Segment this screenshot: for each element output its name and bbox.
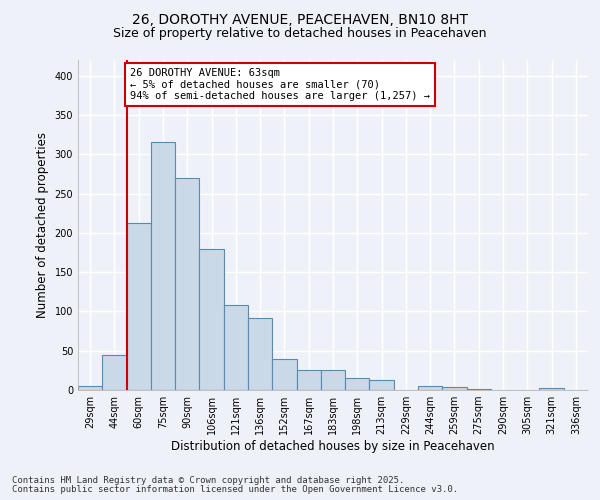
- Bar: [151, 142, 175, 390]
- Text: 26, DOROTHY AVENUE, PEACEHAVEN, BN10 8HT: 26, DOROTHY AVENUE, PEACEHAVEN, BN10 8HT: [132, 12, 468, 26]
- Bar: [418, 386, 442, 390]
- Bar: [224, 305, 248, 390]
- Text: Contains public sector information licensed under the Open Government Licence v3: Contains public sector information licen…: [12, 485, 458, 494]
- Bar: [248, 318, 272, 390]
- Bar: [345, 378, 370, 390]
- Text: Size of property relative to detached houses in Peacehaven: Size of property relative to detached ho…: [113, 28, 487, 40]
- X-axis label: Distribution of detached houses by size in Peacehaven: Distribution of detached houses by size …: [171, 440, 495, 453]
- Y-axis label: Number of detached properties: Number of detached properties: [36, 132, 49, 318]
- Bar: [370, 380, 394, 390]
- Bar: [442, 387, 467, 390]
- Bar: [127, 222, 151, 390]
- Bar: [296, 370, 321, 390]
- Text: 26 DOROTHY AVENUE: 63sqm
← 5% of detached houses are smaller (70)
94% of semi-de: 26 DOROTHY AVENUE: 63sqm ← 5% of detache…: [130, 68, 430, 101]
- Bar: [321, 370, 345, 390]
- Bar: [467, 389, 491, 390]
- Bar: [175, 178, 199, 390]
- Bar: [78, 386, 102, 390]
- Bar: [272, 358, 296, 390]
- Bar: [199, 248, 224, 390]
- Text: Contains HM Land Registry data © Crown copyright and database right 2025.: Contains HM Land Registry data © Crown c…: [12, 476, 404, 485]
- Bar: [539, 388, 564, 390]
- Bar: [102, 356, 127, 390]
